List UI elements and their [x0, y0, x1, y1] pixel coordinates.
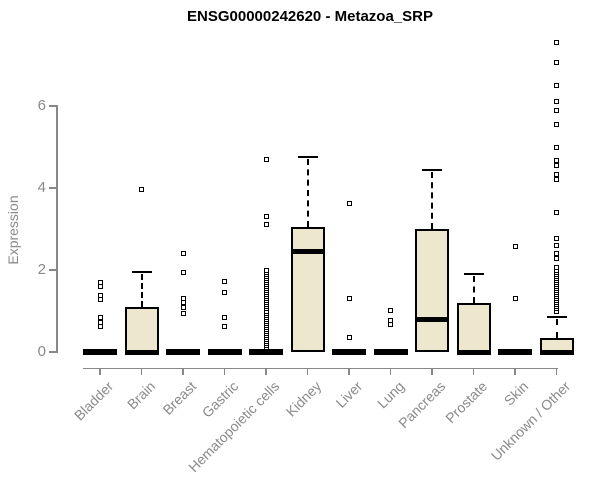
whisker-cap-pancreas: [422, 168, 442, 171]
chart-title: ENSG00000242620 - Metazoa_SRP: [187, 8, 433, 25]
outlier-point-bladder: [97, 292, 103, 298]
outlier-point-unknown-other: [554, 210, 559, 216]
x-tick: [348, 368, 350, 375]
outlier-point-hematopoietic-cells: [263, 156, 269, 162]
x-tick: [472, 368, 475, 375]
outlier-point-unknown-other: [554, 172, 559, 178]
box-breast: [166, 349, 200, 355]
outlier-point-gastric: [222, 315, 227, 321]
x-tick: [514, 368, 516, 375]
box-bladder: [83, 349, 117, 355]
whisker-unknown-other: [555, 319, 558, 338]
y-tick: [49, 351, 57, 353]
x-tick: [431, 368, 433, 375]
outlier-point-liver: [346, 200, 352, 206]
outlier-point-unknown-other: [554, 59, 559, 65]
outlier-point-unknown-other: [554, 256, 559, 262]
box-lung: [373, 349, 408, 355]
outlier-point-bladder: [97, 297, 103, 303]
outlier-point-hematopoietic-cells: [263, 214, 269, 220]
box-gastric: [207, 349, 242, 355]
box-liver: [332, 349, 366, 355]
outlier-point-unknown-other: [554, 99, 559, 105]
outlier-point-hematopoietic-cells: [263, 222, 269, 228]
box-median-unknown-other: [539, 349, 574, 355]
outlier-point-breast: [180, 310, 186, 316]
outlier-point-unknown-other: [554, 250, 559, 256]
box-pancreas: [415, 229, 449, 352]
x-tick: [223, 368, 226, 375]
x-tick: [306, 368, 309, 375]
outlier-point-unknown-other: [554, 235, 559, 241]
outlier-point-breast: [180, 270, 186, 276]
outlier-point-brain: [139, 186, 144, 192]
y-tick-label: 4: [37, 179, 46, 196]
box-skin: [498, 349, 532, 355]
whisker-prostate: [472, 276, 475, 303]
outlier-point-lung: [388, 317, 393, 323]
outlier-point-bladder: [97, 319, 103, 325]
outlier-point-bladder: [97, 279, 103, 285]
y-axis-line: [56, 105, 58, 353]
whisker-cap-prostate: [463, 273, 484, 276]
outlier-point-unknown-other: [554, 242, 559, 248]
box-median-prostate: [456, 349, 491, 355]
box-hematopoietic-cells: [249, 349, 283, 355]
y-tick: [49, 187, 57, 189]
outlier-point-skin: [512, 244, 518, 250]
outlier-point-unknown-other: [554, 157, 559, 163]
outlier-point-unknown-other: [554, 265, 559, 271]
outlier-point-breast: [180, 305, 186, 311]
outlier-point-unknown-other: [554, 177, 559, 183]
y-tick-label: 2: [37, 261, 46, 278]
whisker-pancreas: [431, 171, 433, 229]
x-axis-line: [83, 367, 558, 369]
outlier-point-gastric: [222, 279, 227, 285]
x-tick: [140, 368, 143, 375]
whisker-kidney: [306, 159, 309, 227]
whisker-cap-brain: [131, 271, 152, 274]
x-tick: [555, 368, 558, 375]
whisker-cap-unknown-other: [546, 316, 567, 319]
outlier-point-breast: [180, 296, 186, 302]
outlier-point-gastric: [222, 290, 227, 296]
y-tick: [49, 105, 57, 107]
outlier-point-skin: [512, 296, 518, 302]
y-tick-label: 6: [37, 97, 46, 114]
outlier-point-hematopoietic-cells: [263, 267, 269, 273]
outlier-point-unknown-other: [554, 83, 559, 89]
outlier-point-bladder: [97, 315, 103, 321]
whisker-cap-kidney: [297, 156, 318, 159]
box-prostate: [456, 302, 491, 352]
box-median-kidney: [290, 249, 325, 255]
outlier-point-unknown-other: [554, 145, 559, 151]
outlier-point-bladder: [97, 324, 103, 330]
x-tick: [389, 368, 392, 375]
outlier-point-liver: [346, 335, 352, 341]
outlier-point-lung: [388, 322, 393, 328]
x-tick: [182, 368, 184, 375]
whisker-brain: [140, 274, 143, 307]
outlier-point-bladder: [97, 284, 103, 290]
y-tick: [49, 269, 57, 271]
outlier-point-breast: [180, 251, 186, 257]
y-tick-label: 0: [37, 343, 46, 360]
box-median-brain: [124, 349, 159, 355]
outlier-point-unknown-other: [554, 107, 559, 113]
outlier-point-unknown-other: [554, 121, 559, 127]
x-tick: [265, 368, 267, 375]
box-median-pancreas: [415, 316, 449, 322]
box-brain: [124, 306, 159, 352]
box-kidney: [290, 226, 325, 352]
outlier-point-lung: [388, 307, 393, 313]
outlier-point-gastric: [222, 324, 227, 330]
outlier-point-liver: [346, 296, 352, 302]
outlier-point-unknown-other: [554, 39, 559, 45]
x-tick: [99, 368, 101, 375]
outlier-point-unknown-other: [554, 162, 559, 168]
